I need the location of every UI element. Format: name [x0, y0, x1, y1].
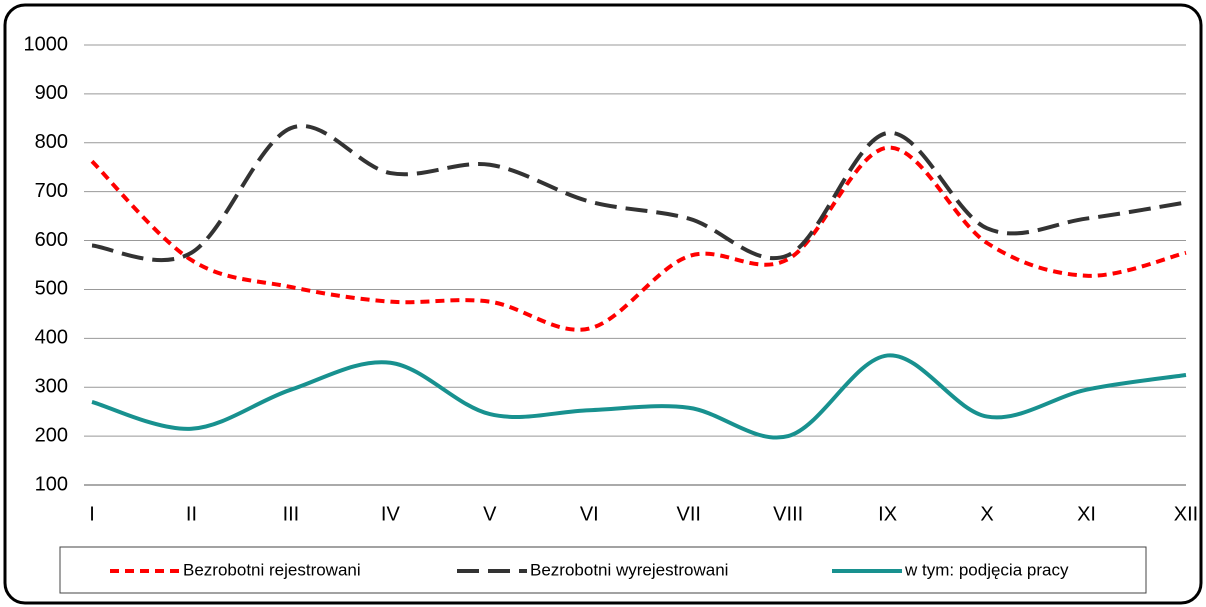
y-tick-label: 300: [35, 376, 68, 398]
y-tick-label: 400: [35, 327, 68, 349]
x-tick-label: III: [283, 503, 300, 525]
chart-frame: [3, 3, 1203, 605]
series-line: [90, 145, 1187, 332]
series-line: [91, 353, 1187, 440]
y-tick-label: 500: [35, 278, 68, 300]
x-tick-label: XII: [1174, 503, 1198, 525]
y-tick-label: 600: [35, 229, 68, 251]
x-tick-label: VIII: [773, 503, 803, 525]
legend-box: [59, 546, 1147, 594]
y-tick-label: 1000: [24, 33, 69, 55]
x-tick-label: VI: [580, 503, 599, 525]
x-tick-label: IX: [878, 503, 897, 525]
legend-label: w tym: podjęcia pracy: [904, 560, 1069, 579]
y-tick-label: 700: [35, 180, 68, 202]
y-tick-label: 800: [35, 131, 68, 153]
legend-label: Bezrobotni rejestrowani: [183, 560, 361, 579]
x-tick-label: XI: [1077, 503, 1096, 525]
x-tick-label: X: [980, 503, 993, 525]
y-tick-label: 100: [35, 473, 68, 495]
legend-label: Bezrobotni wyrejestrowani: [530, 560, 728, 579]
x-tick-label: IV: [381, 503, 401, 525]
y-tick-label: 200: [35, 424, 68, 446]
x-tick-label: VII: [677, 503, 701, 525]
series-line: [91, 124, 1187, 263]
x-tick-label: V: [483, 503, 497, 525]
y-tick-label: 900: [35, 82, 68, 104]
x-tick-label: II: [186, 503, 197, 525]
x-tick-label: I: [89, 503, 95, 525]
